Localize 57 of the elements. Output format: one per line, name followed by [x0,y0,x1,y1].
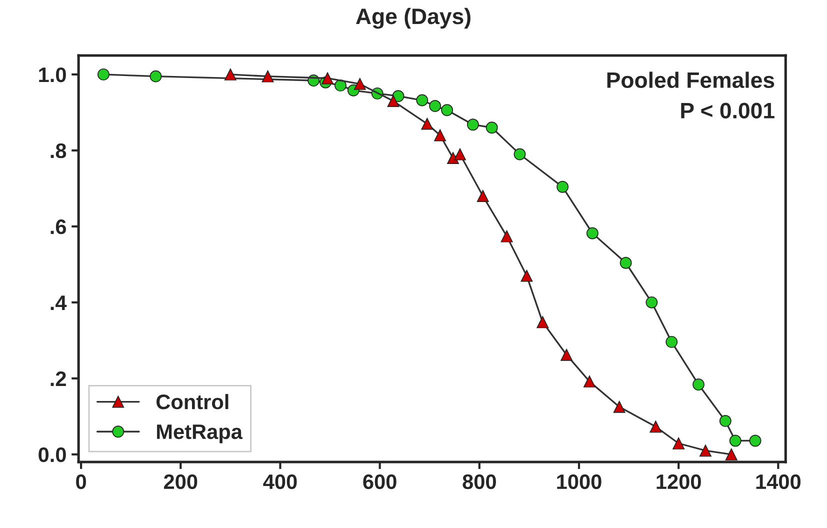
x-tick-label: 0 [76,474,86,490]
point [560,348,573,361]
point [434,129,446,142]
point [486,122,498,134]
annotation: Pooled Females [607,72,774,88]
x-tick-label: 800 [462,474,496,490]
point [441,104,454,116]
x-tick-label: 1000 [557,474,602,490]
point [447,152,459,164]
y-tick-label: 1.0 [39,67,66,82]
point [354,78,366,90]
point [421,118,434,130]
point [556,180,569,193]
point [650,420,662,433]
point [514,148,526,160]
point [224,68,236,80]
point [646,296,658,308]
point [672,437,685,450]
x-tick-label: 600 [363,474,396,490]
point [700,444,712,457]
point [466,118,479,131]
chart-title: Age (Days) [356,8,470,29]
point [500,230,513,242]
x-tick-label: 200 [164,474,198,490]
y-tick-label: .8 [50,143,66,158]
y-tick-label: .2 [50,371,66,386]
point [725,448,738,460]
legend-label: MetRapa [157,424,243,444]
point [620,256,632,269]
point [97,68,110,80]
annotation: P < 0.001 [681,102,774,119]
point [429,100,442,112]
point [416,94,428,106]
point [749,434,762,447]
y-tick-label: .4 [50,296,67,310]
point [666,336,678,348]
x-tick-label: 1400 [756,474,800,490]
x-tick-label: 1200 [656,474,701,490]
point [454,148,466,160]
point [692,378,704,390]
y-tick-label: .6 [50,219,66,234]
point [719,414,732,427]
point [586,227,598,240]
point [520,270,533,282]
point [262,70,274,82]
point [536,316,549,328]
point [334,79,346,92]
x-tick-label: 400 [263,474,297,490]
point [729,434,742,447]
point [613,400,626,413]
y-tick-label: 0.0 [38,447,66,462]
point [387,95,400,108]
point [583,375,596,388]
point [150,70,162,82]
legend-label: Control [156,394,228,410]
point [476,190,489,202]
point [322,72,334,84]
